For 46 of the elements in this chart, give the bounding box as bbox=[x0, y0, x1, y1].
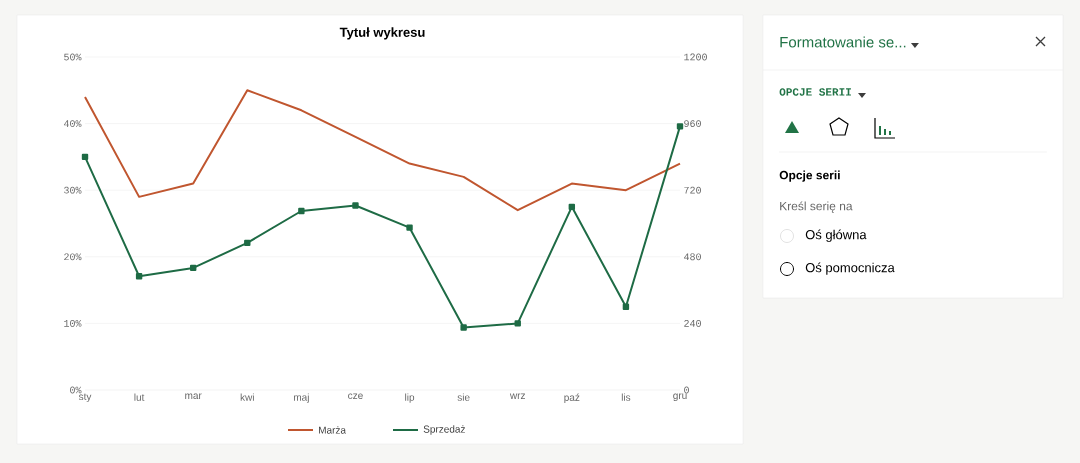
legend-label: Marża bbox=[319, 426, 346, 434]
x-tick-label: sty bbox=[78, 393, 92, 403]
y-tick-label: 30% bbox=[64, 186, 82, 194]
point bbox=[568, 203, 576, 211]
x-tick-label: lis bbox=[621, 393, 631, 401]
y2-tick-label: 1200 bbox=[684, 53, 707, 61]
point bbox=[460, 324, 467, 331]
y-tick-label: 10% bbox=[64, 319, 82, 327]
text: Opcje serii bbox=[779, 170, 840, 182]
x-tick-label: mar bbox=[185, 393, 202, 399]
y-tick-label: 50% bbox=[64, 53, 82, 61]
point bbox=[244, 239, 251, 247]
x-tick-label: cze bbox=[348, 393, 363, 399]
text: OPCJE SERII bbox=[779, 88, 851, 96]
y2-tick-label: 240 bbox=[684, 319, 701, 327]
chart-title: Tytuł wykresu bbox=[339, 27, 425, 40]
x-tick-label: lip bbox=[405, 393, 415, 403]
x-tick-label: lut bbox=[134, 393, 145, 401]
x-tick-label: wrz bbox=[509, 393, 526, 399]
point bbox=[298, 207, 305, 215]
line-series bbox=[84, 89, 681, 212]
text: Kreśl serię na bbox=[780, 201, 853, 213]
y2-tick-label: 960 bbox=[684, 120, 701, 127]
y-tick-label: 20% bbox=[64, 253, 82, 261]
text: Oś główna bbox=[805, 229, 867, 242]
text: Formatowanie se... bbox=[780, 36, 906, 48]
point bbox=[189, 264, 197, 272]
y2-tick-label: 0 bbox=[684, 386, 689, 394]
x-tick-label: kwi bbox=[240, 393, 254, 401]
point bbox=[622, 303, 630, 310]
text: Oś pomocnicza bbox=[805, 262, 895, 275]
x-tick-label: paź bbox=[564, 393, 580, 403]
point bbox=[676, 123, 684, 130]
legend-label: Sprzedaż bbox=[423, 425, 465, 435]
point bbox=[406, 224, 413, 231]
point bbox=[352, 202, 359, 209]
x-tick-label: maj bbox=[293, 393, 309, 403]
point bbox=[135, 273, 143, 280]
y-tick-label: 0% bbox=[70, 386, 82, 394]
point bbox=[81, 153, 89, 161]
x-tick-label: sie bbox=[457, 393, 470, 401]
y2-tick-label: 480 bbox=[684, 253, 701, 261]
y2-tick-label: 720 bbox=[684, 186, 701, 194]
x-tick-label: gru bbox=[673, 393, 687, 401]
y-tick-label: 40% bbox=[63, 120, 82, 127]
point bbox=[514, 320, 521, 327]
